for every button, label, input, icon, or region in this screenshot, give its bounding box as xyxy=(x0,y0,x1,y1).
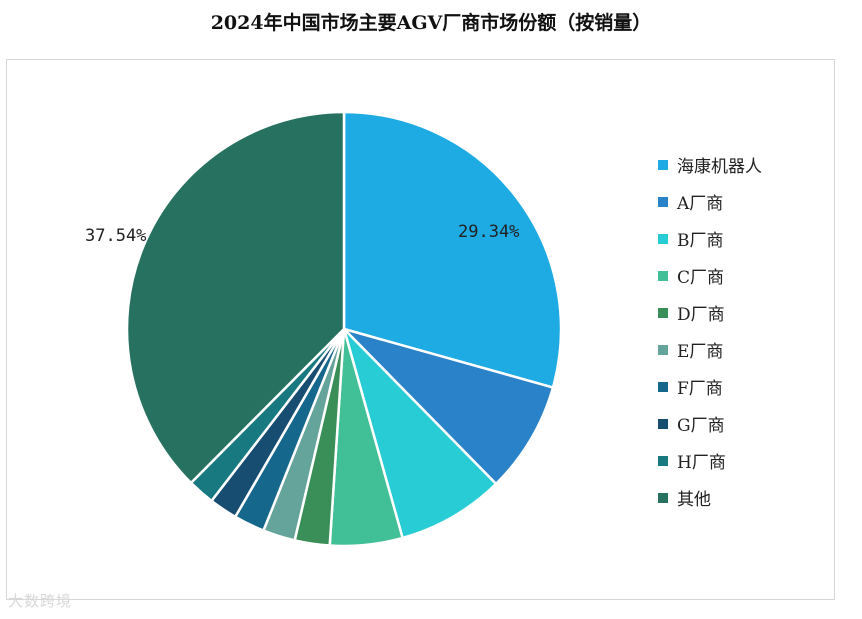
legend-swatch xyxy=(658,418,668,429)
legend-swatch xyxy=(658,344,668,355)
legend-item-4: D厂商 xyxy=(658,294,762,331)
legend-item-5: E厂商 xyxy=(658,331,762,368)
legend-item-3: C厂商 xyxy=(658,257,762,294)
legend-label: E厂商 xyxy=(677,342,724,362)
legend-item-7: G厂商 xyxy=(658,405,762,442)
slice-label-haikang: 29.34% xyxy=(458,222,520,242)
legend-swatch xyxy=(658,159,668,170)
slice-label-other: 37.54% xyxy=(85,226,147,246)
legend-label: B厂商 xyxy=(677,231,724,251)
legend-swatch xyxy=(658,270,668,281)
chart-legend: 海康机器人 A厂商 B厂商 C厂商 D厂商 E厂商 F厂商 G厂商 H厂商其他 xyxy=(658,146,762,516)
legend-swatch xyxy=(658,233,668,244)
legend-label: 海康机器人 xyxy=(677,157,762,177)
legend-swatch xyxy=(658,196,668,207)
legend-item-1: A厂商 xyxy=(658,183,762,220)
legend-label: A厂商 xyxy=(677,194,724,214)
pie-slice-1 xyxy=(342,327,555,486)
legend-label: 其他 xyxy=(677,490,711,510)
chart-frame xyxy=(6,59,835,600)
legend-swatch xyxy=(658,492,668,503)
chart-title: 2024年中国市场主要AGV厂商市场份额（按销量） xyxy=(210,12,652,34)
legend-item-9: 其他 xyxy=(658,479,762,516)
legend-label: D厂商 xyxy=(677,305,725,325)
pie-slice-0 xyxy=(342,110,563,389)
legend-item-6: F厂商 xyxy=(658,368,762,405)
legend-item-8: H厂商 xyxy=(658,442,762,479)
pie-slice-2 xyxy=(342,327,498,540)
watermark: 大数跨境 xyxy=(8,592,73,610)
legend-label: C厂商 xyxy=(677,268,725,288)
legend-label: H厂商 xyxy=(677,453,726,473)
legend-label: G厂商 xyxy=(677,416,725,436)
pie-slice-9 xyxy=(125,110,346,485)
legend-item-0: 海康机器人 xyxy=(658,146,762,183)
legend-item-2: B厂商 xyxy=(658,220,762,257)
legend-label: F厂商 xyxy=(677,379,723,399)
legend-swatch xyxy=(658,455,668,466)
legend-swatch xyxy=(658,381,668,392)
legend-swatch xyxy=(658,307,668,318)
